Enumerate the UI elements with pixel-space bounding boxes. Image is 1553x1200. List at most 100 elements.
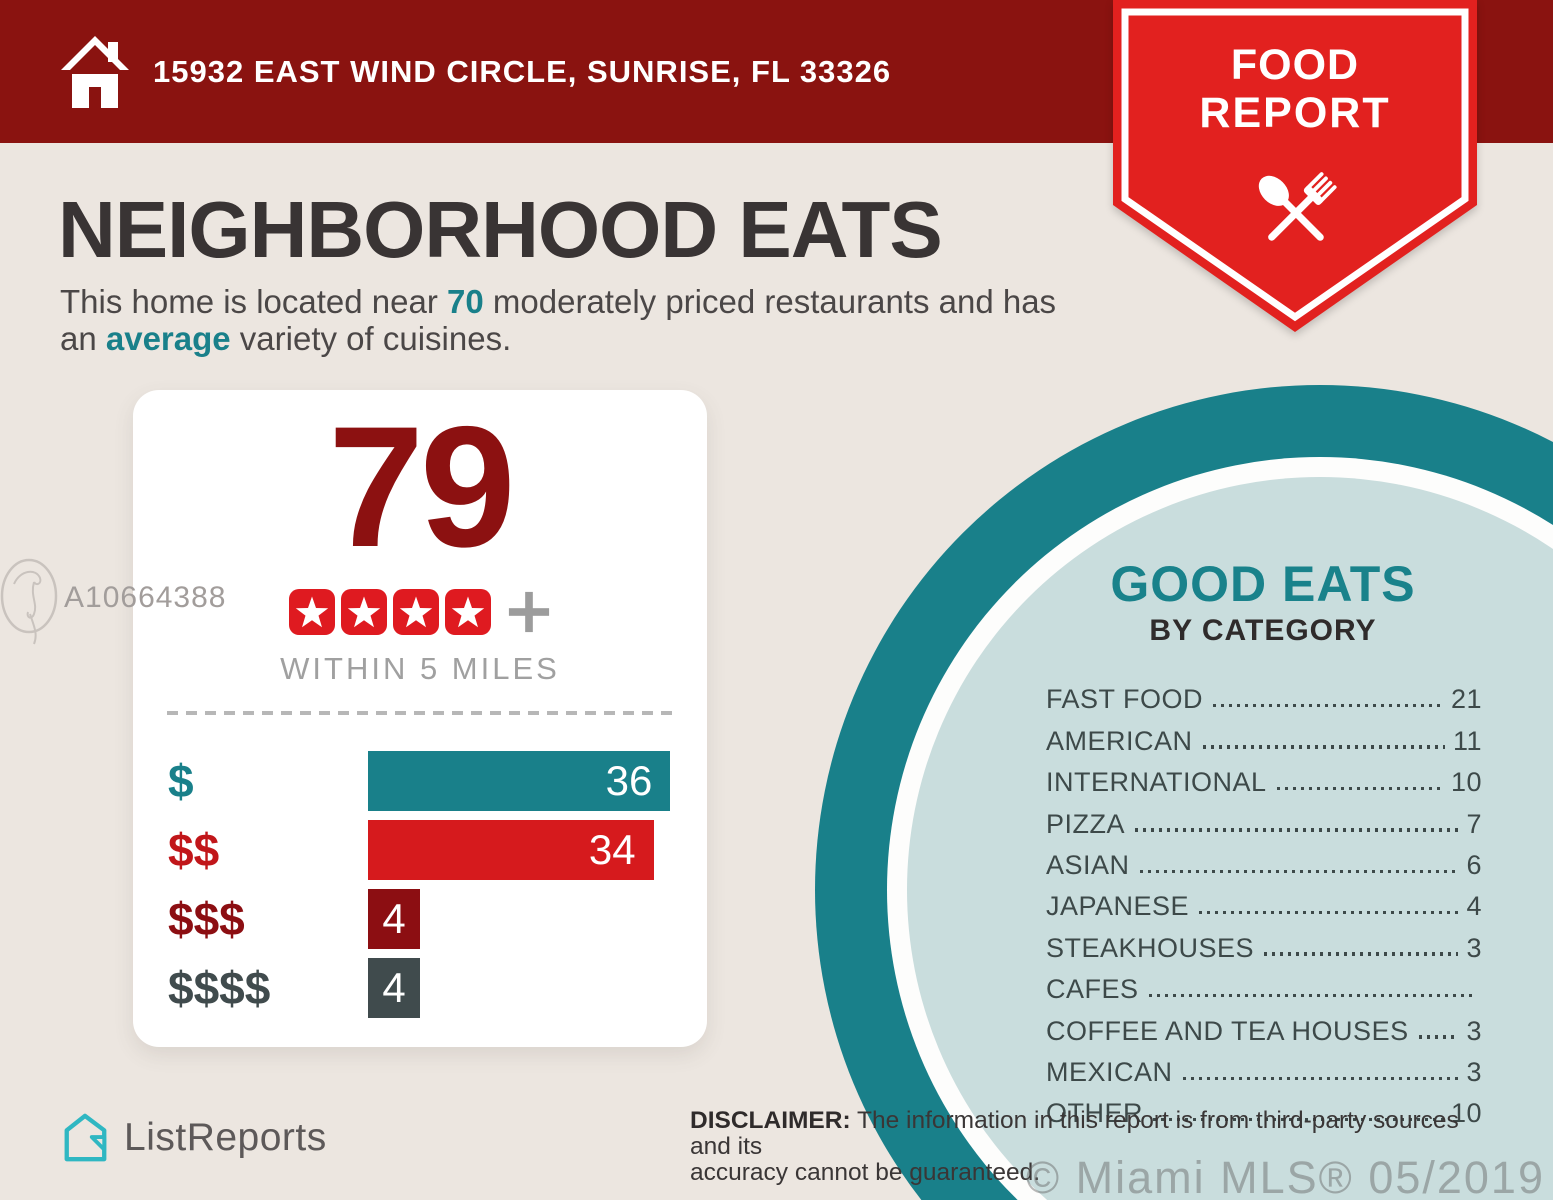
category-row: PIZZA 7 <box>1046 796 1482 837</box>
good-eats-title: GOOD EATS <box>1110 556 1416 612</box>
price-level-label: $$ <box>168 824 220 876</box>
stars-row <box>133 588 707 635</box>
category-label: COFFEE AND TEA HOUSES <box>1046 1015 1409 1046</box>
variety-highlight: average <box>105 320 231 357</box>
category-count: 21 <box>1450 684 1482 715</box>
dotted-leader <box>1199 910 1459 915</box>
category-count: 3 <box>1466 1056 1482 1087</box>
price-bar: 4 <box>368 958 420 1018</box>
category-row: CAFES <box>1046 962 1482 1003</box>
intro-part3: variety of cuisines. <box>230 320 512 357</box>
home-icon <box>61 36 129 108</box>
intro-part1: This home is located near <box>60 283 448 320</box>
dotted-leader <box>1202 745 1445 749</box>
category-label: MEXICAN <box>1046 1056 1173 1087</box>
dotted-leader <box>1135 828 1459 832</box>
good-eats-list: FAST FOOD 21 AMERICAN 11 INTERNATIONAL 10 PIZZ… <box>1046 672 1482 1127</box>
price-bar: 4 <box>368 889 420 949</box>
good-eats-subtitle: BY CATEGORY <box>1149 614 1377 647</box>
category-label: PIZZA <box>1046 808 1126 839</box>
star-icon <box>289 588 335 635</box>
category-count: 3 <box>1466 1015 1482 1046</box>
price-bar: 34 <box>368 820 654 880</box>
plus-icon <box>508 591 550 632</box>
star-rating <box>289 588 491 635</box>
category-count: 6 <box>1466 849 1482 880</box>
price-bar-value: 4 <box>382 895 406 942</box>
category-row: MEXICAN 3 <box>1046 1045 1482 1086</box>
disclaimer-label: DISCLAIMER: <box>690 1107 851 1134</box>
price-row: $$$$ 4 <box>168 958 707 1018</box>
price-row: $$ 34 <box>168 820 707 880</box>
category-row: COFFEE AND TEA HOUSES 3 <box>1046 1003 1482 1044</box>
price-bar-value: 36 <box>605 757 653 804</box>
dotted-leader <box>1418 1035 1459 1039</box>
dashed-divider <box>167 711 673 715</box>
food-report-ribbon: FOOD REPORT <box>1113 0 1477 336</box>
category-label: AMERICAN <box>1046 725 1193 756</box>
dotted-leader <box>1276 786 1443 791</box>
disclaimer-line1: The information in this report is from t… <box>690 1107 1459 1160</box>
price-bar: 36 <box>368 751 671 811</box>
price-level-label: $$$$ <box>168 962 271 1014</box>
category-label: CAFES <box>1046 974 1139 1005</box>
intro-text: This home is located near 70 moderately … <box>60 283 1075 357</box>
mls-watermark-id: A10664388 <box>64 581 227 614</box>
price-bar-value: 4 <box>382 964 406 1011</box>
radius-label: WITHIN 5 MILES <box>280 651 560 686</box>
ribbon-title-line1: FOOD <box>1230 41 1360 89</box>
fork-icon <box>1268 172 1337 241</box>
restaurant-score: 79 <box>328 391 515 583</box>
disclaimer: DISCLAIMER: The information in this repo… <box>690 1108 1502 1186</box>
star-icon <box>445 588 491 635</box>
category-count: 10 <box>1450 767 1482 798</box>
utensils-icon <box>1258 172 1337 241</box>
property-address: 15932 EAST WIND CIRCLE, SUNRISE, FL 3332… <box>153 54 892 89</box>
mls-logo-sketch-icon <box>0 558 58 645</box>
category-count: 10 <box>1450 1098 1482 1129</box>
ribbon-banner-shape <box>1113 0 1477 332</box>
listreports-icon <box>64 1113 107 1162</box>
category-row: AMERICAN 11 <box>1046 713 1482 754</box>
dotted-leader <box>1148 993 1474 998</box>
good-eats-panel: GOOD EATS BY CATEGORY <box>1040 558 1486 648</box>
dotted-leader <box>1182 1076 1459 1080</box>
intro-part2: moderately priced restaurants and has an <box>60 283 1057 357</box>
category-row: INTERNATIONAL 10 <box>1046 755 1482 796</box>
price-row: $$$ 4 <box>168 889 707 949</box>
spoon-icon <box>1258 175 1324 241</box>
category-row: OTHER 10 <box>1046 1086 1482 1127</box>
ribbon-title-line2: REPORT <box>1199 89 1391 137</box>
price-row: $36 <box>168 751 707 811</box>
category-label: OTHER <box>1046 1098 1143 1129</box>
category-label: ASIAN <box>1046 849 1130 880</box>
restaurant-count: 70 <box>447 283 484 320</box>
dotted-leader <box>1213 704 1443 708</box>
category-count: 7 <box>1466 808 1482 839</box>
listreports-logo: ListReports <box>60 1110 327 1166</box>
price-level-label: $$$ <box>168 893 245 945</box>
category-label: INTERNATIONAL <box>1046 767 1267 798</box>
dotted-leader <box>1153 1117 1443 1122</box>
mls-watermark-left: A10664388 <box>0 556 227 646</box>
star-icon <box>341 588 387 635</box>
category-count: 4 <box>1466 891 1482 922</box>
category-row: FAST FOOD 21 <box>1046 672 1482 713</box>
restaurant-score-card: 79 WITHIN 5 MILES $36 $$ 34 $$$ 4 $$$$ 4 <box>133 390 707 1047</box>
price-bars: $36 $$ 34 $$$ 4 $$$$ 4 <box>133 751 707 1018</box>
category-label: STEAKHOUSES <box>1046 932 1255 963</box>
category-row: JAPANESE 4 <box>1046 879 1482 920</box>
page-title: NEIGHBORHOOD EATS <box>58 185 943 274</box>
disclaimer-line2: accuracy cannot be guaranteed. <box>690 1159 1041 1186</box>
category-label: JAPANESE <box>1046 891 1190 922</box>
category-label: FAST FOOD <box>1046 684 1204 715</box>
dotted-leader <box>1139 869 1459 873</box>
mls-watermark-date: © Miami MLS® 05/2019 <box>1025 1152 1545 1200</box>
category-count: 11 <box>1452 725 1482 756</box>
price-level-label: $ <box>168 755 194 807</box>
star-icon <box>393 588 439 635</box>
category-row: ASIAN 6 <box>1046 838 1482 879</box>
price-bar-value: 34 <box>588 826 636 873</box>
dotted-leader <box>1264 952 1459 956</box>
